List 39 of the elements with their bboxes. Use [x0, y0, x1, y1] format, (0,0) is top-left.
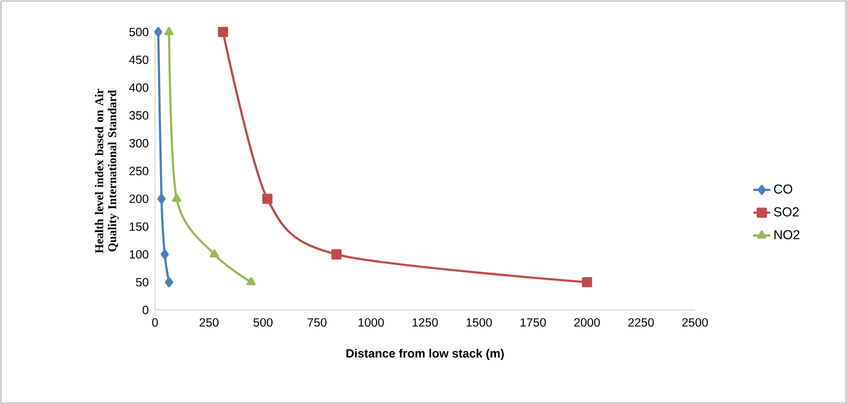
y-tick-label: 50 — [136, 278, 148, 286]
point — [160, 249, 169, 260]
y-tick-label: 450 — [129, 56, 148, 64]
point — [262, 194, 272, 204]
y-tick-label: 100 — [130, 250, 148, 259]
x-tick-label: 250 — [200, 318, 219, 327]
y-axis-title: Health level index based on Air Quality International Standard — [94, 88, 119, 254]
x-tick-label: 1500 — [466, 318, 492, 327]
x-tick-label: 750 — [308, 318, 327, 327]
point — [331, 249, 342, 260]
x-tick-label: 0 — [152, 318, 158, 327]
y-tick-label: 500 — [129, 28, 148, 36]
x-axis-title: Distance from low stack (m) — [346, 348, 504, 360]
point — [164, 277, 174, 288]
y-tick-label: 0 — [142, 306, 148, 314]
x-tick-label: 1750 — [520, 318, 546, 327]
y-tick-label: 400 — [129, 83, 148, 92]
x-tick-label: 2000 — [574, 318, 600, 327]
point — [246, 277, 256, 286]
y-tick-label: 300 — [129, 138, 148, 148]
point — [582, 277, 592, 288]
point — [154, 26, 162, 38]
x-tick-label: 1000 — [358, 318, 384, 327]
x-tick-label: 2250 — [628, 318, 654, 327]
point — [218, 26, 228, 38]
x-tick-label: 1250 — [412, 318, 438, 327]
x-tick-label: 2500 — [682, 318, 708, 327]
x-tick-label: 500 — [254, 318, 273, 327]
y-tick-label: 250 — [129, 166, 148, 176]
legend-label: SO2 — [774, 207, 799, 216]
point — [164, 26, 174, 36]
y-tick-label: 350 — [129, 111, 148, 120]
legend-label: CO — [774, 184, 792, 194]
y-tick-label: 150 — [130, 222, 148, 231]
point — [157, 194, 166, 204]
y-tick-label: 200 — [129, 194, 148, 204]
point — [172, 194, 182, 202]
point — [210, 249, 219, 258]
legend-label: NO2 — [774, 230, 800, 240]
